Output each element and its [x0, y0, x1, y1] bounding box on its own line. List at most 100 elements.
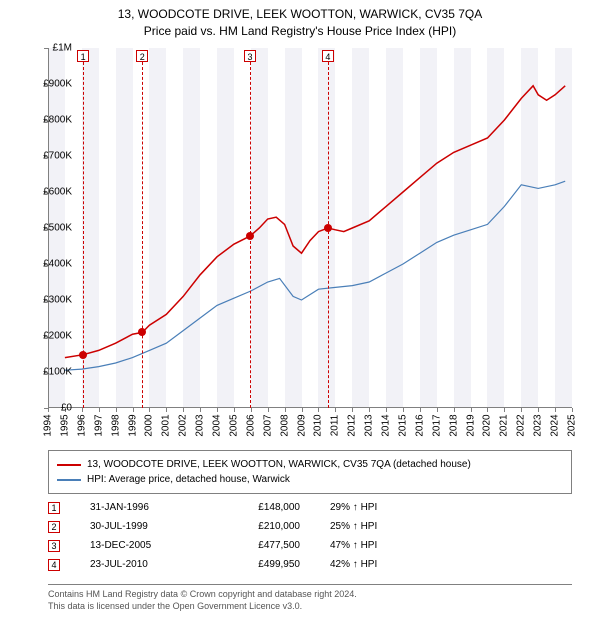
transaction-date: 31-JAN-1996 [90, 498, 190, 517]
transaction-row: 4 23-JUL-2010 £499,950 42% ↑ HPI [48, 555, 572, 574]
marker-number-box: 3 [244, 50, 256, 62]
x-tick-label: 2009 [296, 414, 307, 436]
transaction-number-box: 2 [48, 521, 60, 533]
y-tick-label: £1M [32, 43, 72, 54]
footer-line-1: Contains HM Land Registry data © Crown c… [48, 589, 572, 601]
x-tick-label: 2010 [313, 414, 324, 436]
marker-dashed-line [328, 62, 329, 408]
x-tick [116, 408, 117, 412]
y-tick-label: £300K [32, 295, 72, 306]
x-tick-label: 1997 [93, 414, 104, 436]
legend-label: 13, WOODCOTE DRIVE, LEEK WOOTTON, WARWIC… [87, 457, 471, 472]
legend-item: 13, WOODCOTE DRIVE, LEEK WOOTTON, WARWIC… [57, 457, 563, 472]
y-tick-label: £200K [32, 331, 72, 342]
page: 13, WOODCOTE DRIVE, LEEK WOOTTON, WARWIC… [0, 0, 600, 620]
transaction-pct-vs-hpi: 25% ↑ HPI [330, 517, 430, 536]
x-tick-label: 1994 [43, 414, 54, 436]
x-tick [166, 408, 167, 412]
transaction-price: £477,500 [220, 536, 300, 555]
transaction-row: 2 30-JUL-1999 £210,000 25% ↑ HPI [48, 517, 572, 536]
x-tick [386, 408, 387, 412]
x-tick-label: 2024 [550, 414, 561, 436]
x-tick-label: 1998 [110, 414, 121, 436]
x-tick [302, 408, 303, 412]
footer-note: Contains HM Land Registry data © Crown c… [48, 584, 572, 612]
legend-box: 13, WOODCOTE DRIVE, LEEK WOOTTON, WARWIC… [48, 450, 572, 494]
x-tick-label: 2017 [431, 414, 442, 436]
marker-dot [246, 232, 254, 240]
x-tick [403, 408, 404, 412]
chart-lines [48, 48, 572, 408]
x-tick [521, 408, 522, 412]
transaction-date: 23-JUL-2010 [90, 555, 190, 574]
x-tick-label: 2022 [516, 414, 527, 436]
x-tick-label: 2014 [381, 414, 392, 436]
x-tick-label: 2008 [279, 414, 290, 436]
legend-swatch [57, 464, 81, 466]
x-tick-label: 2005 [228, 414, 239, 436]
x-tick-label: 2004 [212, 414, 223, 436]
x-tick [572, 408, 573, 412]
x-tick [234, 408, 235, 412]
x-tick-label: 1999 [127, 414, 138, 436]
x-tick [352, 408, 353, 412]
x-tick-label: 2006 [245, 414, 256, 436]
x-tick-label: 2020 [482, 414, 493, 436]
x-tick [285, 408, 286, 412]
marker-dashed-line [142, 62, 143, 408]
x-tick-label: 2023 [533, 414, 544, 436]
transaction-price: £499,950 [220, 555, 300, 574]
transaction-pct-vs-hpi: 47% ↑ HPI [330, 536, 430, 555]
x-tick-label: 2012 [347, 414, 358, 436]
transactions-table: 131-JAN-1996£148,00029% ↑ HPI230-JUL-199… [48, 498, 572, 574]
x-tick-label: 2021 [499, 414, 510, 436]
y-tick-label: £400K [32, 259, 72, 270]
x-tick [454, 408, 455, 412]
x-tick [217, 408, 218, 412]
x-tick-label: 1995 [59, 414, 70, 436]
transaction-pct-vs-hpi: 42% ↑ HPI [330, 555, 430, 574]
series-hpi [65, 181, 565, 370]
x-tick [335, 408, 336, 412]
x-tick [318, 408, 319, 412]
transaction-number-box: 1 [48, 502, 60, 514]
x-tick-label: 2011 [330, 415, 341, 437]
x-tick [268, 408, 269, 412]
transaction-price: £148,000 [220, 498, 300, 517]
x-tick [471, 408, 472, 412]
x-tick-label: 2015 [397, 414, 408, 436]
marker-number-box: 1 [77, 50, 89, 62]
transaction-row: 3 13-DEC-2005 £477,500 47% ↑ HPI [48, 536, 572, 555]
x-tick [251, 408, 252, 412]
y-tick-label: £900K [32, 79, 72, 90]
y-tick-label: £600K [32, 187, 72, 198]
transaction-number-box: 3 [48, 540, 60, 552]
x-tick-label: 2002 [178, 414, 189, 436]
transaction-date: 30-JUL-1999 [90, 517, 190, 536]
y-tick-label: £100K [32, 367, 72, 378]
x-tick [555, 408, 556, 412]
title-block: 13, WOODCOTE DRIVE, LEEK WOOTTON, WARWIC… [0, 0, 600, 40]
marker-number-box: 4 [322, 50, 334, 62]
x-tick-label: 2003 [195, 414, 206, 436]
x-tick [487, 408, 488, 412]
x-tick-label: 2013 [364, 414, 375, 436]
marker-dot [79, 351, 87, 359]
x-tick [149, 408, 150, 412]
title-line-1: 13, WOODCOTE DRIVE, LEEK WOOTTON, WARWIC… [0, 6, 600, 23]
price-chart: 1994199519961997199819992000200120022003… [48, 48, 572, 408]
x-tick-label: 2016 [414, 414, 425, 436]
transaction-row: 131-JAN-1996£148,00029% ↑ HPI [48, 498, 572, 517]
x-tick [200, 408, 201, 412]
x-tick [369, 408, 370, 412]
x-tick [82, 408, 83, 412]
x-tick [183, 408, 184, 412]
x-tick-label: 2019 [465, 414, 476, 436]
footer-line-2: This data is licensed under the Open Gov… [48, 601, 572, 613]
transaction-date: 13-DEC-2005 [90, 536, 190, 555]
transaction-price: £210,000 [220, 517, 300, 536]
legend-label: HPI: Average price, detached house, Warw… [87, 472, 290, 487]
marker-number-box: 2 [136, 50, 148, 62]
x-tick [437, 408, 438, 412]
transaction-number-box: 4 [48, 559, 60, 571]
